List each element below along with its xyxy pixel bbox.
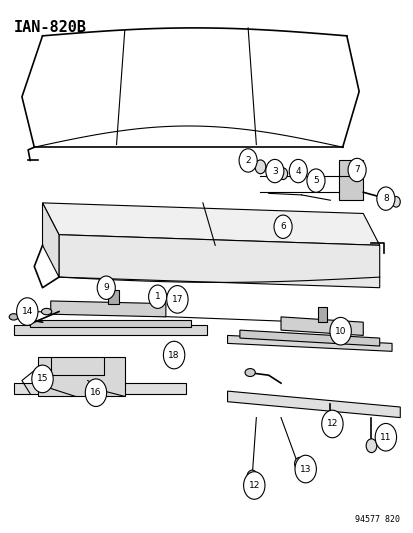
Circle shape	[365, 439, 376, 453]
Text: 8: 8	[382, 194, 388, 203]
Text: 9: 9	[103, 283, 109, 292]
Text: 12: 12	[326, 419, 337, 429]
Text: 10: 10	[334, 327, 346, 336]
Circle shape	[246, 470, 257, 484]
Circle shape	[347, 158, 365, 182]
Circle shape	[254, 160, 265, 174]
Text: 14: 14	[21, 307, 33, 316]
Polygon shape	[280, 317, 362, 335]
Circle shape	[321, 410, 342, 438]
Circle shape	[278, 168, 287, 180]
Polygon shape	[338, 160, 362, 200]
Polygon shape	[227, 335, 391, 351]
Circle shape	[97, 276, 115, 300]
Bar	[108, 290, 118, 304]
Text: 13: 13	[299, 465, 311, 473]
Circle shape	[273, 215, 292, 238]
Polygon shape	[14, 325, 206, 335]
Polygon shape	[43, 203, 379, 245]
Circle shape	[148, 285, 166, 309]
Circle shape	[294, 455, 316, 483]
Text: 11: 11	[379, 433, 391, 442]
Polygon shape	[38, 357, 124, 397]
Circle shape	[238, 149, 256, 172]
Ellipse shape	[244, 368, 255, 376]
Text: 7: 7	[354, 166, 359, 174]
Text: IAN-820B: IAN-820B	[14, 20, 86, 35]
Circle shape	[166, 286, 188, 313]
Text: 12: 12	[248, 481, 259, 490]
Bar	[317, 308, 326, 322]
Circle shape	[265, 159, 283, 183]
Circle shape	[309, 177, 317, 187]
Text: 6: 6	[280, 222, 285, 231]
Text: 16: 16	[90, 388, 102, 397]
Circle shape	[243, 472, 264, 499]
Polygon shape	[59, 235, 379, 288]
Circle shape	[329, 317, 351, 345]
Text: 15: 15	[37, 374, 48, 383]
Text: 4: 4	[295, 166, 300, 175]
Circle shape	[391, 197, 399, 207]
Circle shape	[295, 168, 303, 179]
Ellipse shape	[41, 309, 52, 315]
Polygon shape	[43, 203, 59, 277]
Ellipse shape	[9, 314, 18, 320]
Circle shape	[32, 365, 53, 393]
Text: 5: 5	[312, 176, 318, 185]
Text: 1: 1	[154, 292, 160, 301]
Circle shape	[85, 379, 107, 407]
Circle shape	[163, 341, 184, 369]
Polygon shape	[227, 391, 399, 418]
Polygon shape	[51, 301, 166, 317]
Circle shape	[17, 298, 38, 325]
Circle shape	[376, 187, 394, 211]
Polygon shape	[14, 383, 186, 394]
Text: 94577 820: 94577 820	[354, 515, 399, 523]
Polygon shape	[239, 330, 379, 346]
Circle shape	[294, 457, 304, 470]
Circle shape	[306, 169, 324, 192]
Polygon shape	[30, 319, 190, 327]
Text: 17: 17	[171, 295, 183, 304]
Circle shape	[289, 159, 306, 183]
Circle shape	[374, 423, 396, 451]
Text: 3: 3	[271, 166, 277, 175]
Text: 18: 18	[168, 351, 179, 360]
Text: 2: 2	[245, 156, 250, 165]
